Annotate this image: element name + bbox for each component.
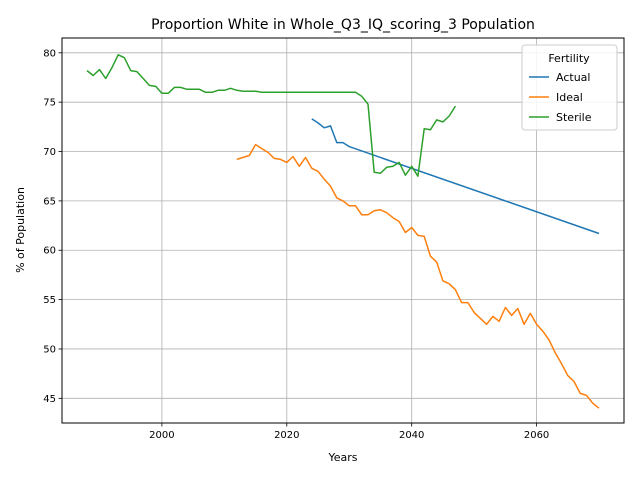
legend-title: Fertility xyxy=(548,52,590,65)
y-tick-label: 80 xyxy=(43,48,56,59)
x-tick-label: 2060 xyxy=(524,430,549,441)
series-line-actual xyxy=(311,118,600,235)
legend-items: Actual Ideal Sterile xyxy=(529,71,592,124)
chart-title: Proportion White in Whole_Q3_IQ_scoring_… xyxy=(151,17,535,33)
legend: Fertility Actual Ideal Sterile xyxy=(521,44,618,131)
y-tick-label: 75 xyxy=(43,98,56,109)
legend-box xyxy=(521,44,618,131)
x-axis-label: Years xyxy=(327,451,357,464)
y-tick-label: 65 xyxy=(43,196,56,207)
series-line-ideal xyxy=(236,143,600,409)
legend-label-ideal: Ideal xyxy=(556,91,583,104)
y-tick-label: 60 xyxy=(43,246,56,257)
x-tick-label: 2000 xyxy=(149,430,174,441)
legend-label-actual: Actual xyxy=(556,71,590,84)
x-tick-label: 2040 xyxy=(399,430,424,441)
y-tick-label: 55 xyxy=(43,295,56,306)
legend-label-sterile: Sterile xyxy=(556,111,592,124)
plot-frame xyxy=(61,37,625,424)
y-axis-label: % of Population xyxy=(14,187,27,273)
axis-ticks: 2000 2020 2040 2060 45 50 55 60 65 70 75 80 xyxy=(43,48,549,441)
y-tick-label: 45 xyxy=(43,394,56,405)
series-line-sterile xyxy=(86,54,457,177)
x-tick-label: 2020 xyxy=(274,430,299,441)
series-layer xyxy=(86,54,600,409)
y-tick-label: 50 xyxy=(43,344,56,355)
y-tick-label: 70 xyxy=(43,147,56,158)
